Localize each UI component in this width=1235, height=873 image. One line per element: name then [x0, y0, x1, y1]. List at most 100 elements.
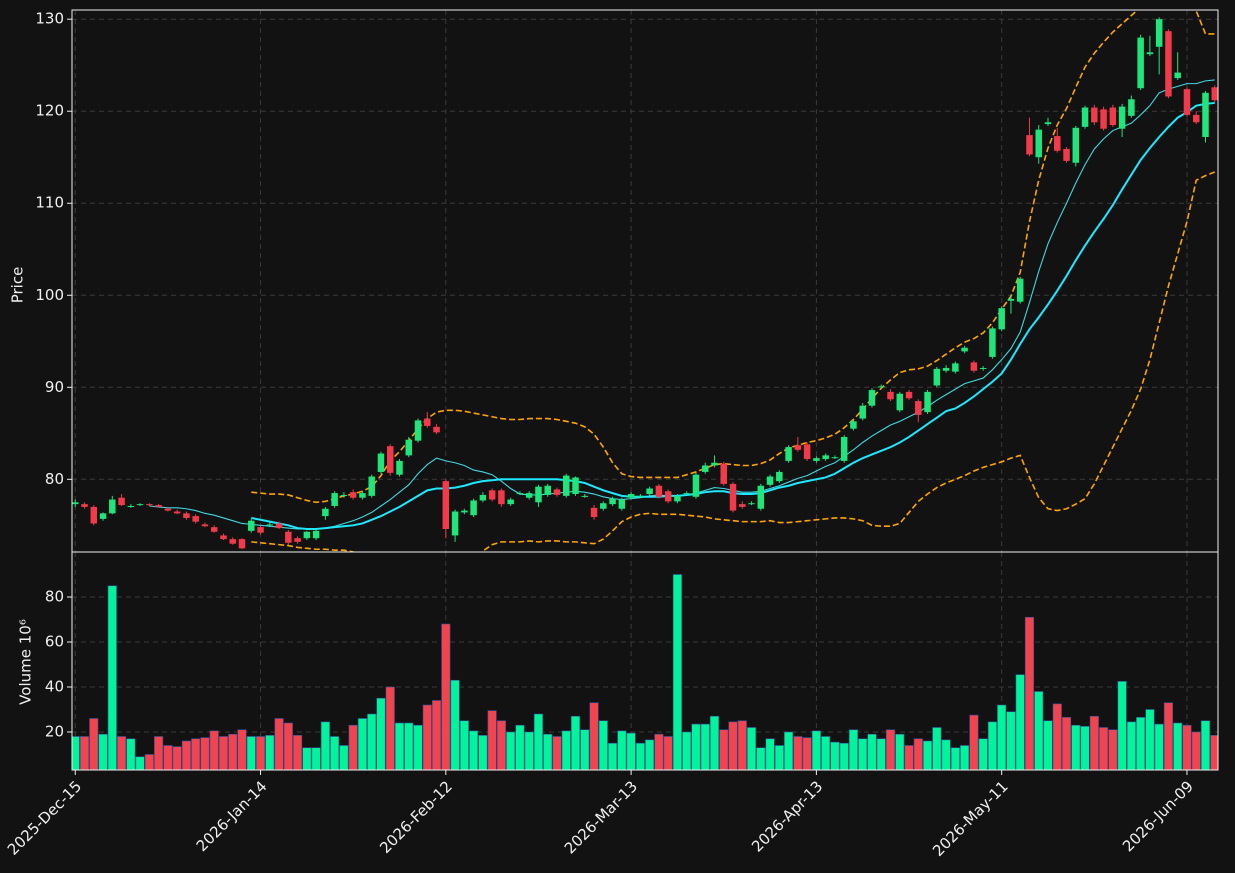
volume-bar — [478, 735, 488, 770]
candle-body — [488, 490, 496, 500]
volume-bar — [793, 736, 803, 770]
volume-bar — [802, 737, 812, 770]
candle-body — [720, 463, 727, 484]
volume-bar — [1145, 709, 1155, 770]
candle-body — [386, 446, 394, 473]
volume-bar — [413, 724, 423, 770]
candle-body — [164, 508, 172, 511]
candle-body — [516, 493, 524, 495]
price-panel — [72, 10, 1218, 552]
candle-body — [72, 502, 79, 505]
volume-bar — [431, 700, 442, 770]
volume-bar — [858, 738, 868, 770]
volume-bar — [1126, 721, 1136, 770]
volume-bar — [737, 720, 747, 770]
candle-body — [664, 491, 672, 502]
candle-body — [424, 418, 431, 426]
volume-bar — [709, 715, 720, 770]
candle-body — [1165, 31, 1172, 97]
volume-bar — [978, 738, 988, 770]
volume-bar — [404, 722, 414, 770]
volume-bar — [1043, 720, 1053, 770]
volume-bar — [969, 714, 979, 770]
candle-body — [813, 458, 820, 461]
candle-body — [1007, 298, 1015, 301]
candle-body — [1026, 135, 1033, 155]
candle-body — [201, 524, 209, 527]
candle-body — [544, 485, 551, 495]
candle-body — [498, 490, 505, 505]
candle-body — [924, 391, 931, 413]
volume-bar — [950, 747, 960, 770]
candle-body — [1146, 52, 1154, 55]
volume-bar — [746, 727, 757, 770]
candle-body — [377, 453, 385, 472]
candle-body — [470, 500, 477, 516]
volume-bar — [209, 730, 219, 770]
y-tick-label: 130 — [35, 10, 64, 28]
volume-bar — [1080, 726, 1090, 770]
volume-bar — [200, 737, 210, 770]
candle-body — [1054, 136, 1061, 151]
volume-bar — [330, 736, 340, 770]
candle-body — [831, 457, 839, 459]
candle-body — [683, 493, 690, 495]
volume-bar — [1006, 711, 1016, 770]
volume-panel — [72, 574, 1218, 770]
volume-bar — [385, 686, 395, 770]
volume-bar — [904, 745, 914, 770]
candle-body — [303, 531, 311, 539]
candle-body — [442, 481, 450, 529]
volume-bar — [496, 720, 506, 770]
volume-bar — [218, 736, 229, 770]
candle-body — [1202, 92, 1209, 137]
candle-body — [461, 510, 468, 513]
candle-body — [1044, 122, 1052, 125]
y-tick-label: 40 — [45, 677, 64, 695]
volume-bar — [191, 738, 201, 770]
candle-body — [1155, 19, 1163, 47]
volume-frame — [71, 551, 1219, 771]
candle-body — [1100, 109, 1107, 129]
candle-body — [961, 347, 968, 352]
candle-body — [701, 465, 709, 472]
volume-bar — [265, 735, 275, 770]
volume-bar — [274, 718, 284, 770]
candle-body — [1016, 278, 1024, 302]
volume-bar — [228, 733, 238, 770]
volume-bar — [1182, 724, 1192, 770]
candle-body — [711, 462, 718, 466]
candle-body — [155, 505, 162, 507]
candle-body — [979, 367, 987, 369]
candle-body — [294, 538, 301, 542]
volume-bar — [719, 729, 729, 770]
volume-bar — [376, 697, 386, 770]
volume-bar — [728, 721, 738, 770]
volume-bar — [469, 730, 479, 770]
candle-body — [1072, 127, 1080, 163]
candle-body — [572, 477, 579, 495]
volume-bar — [117, 736, 127, 770]
candle-body — [1109, 107, 1117, 126]
candle-body — [396, 460, 403, 475]
candle-body — [609, 498, 616, 505]
candle-body — [229, 539, 236, 544]
volume-bar — [626, 732, 636, 770]
volume-bar — [811, 730, 821, 770]
volume-bar — [1163, 702, 1173, 770]
volume-bar — [580, 729, 590, 770]
volume-bar — [932, 727, 942, 770]
volume-bar — [663, 736, 673, 770]
volume-bar — [1071, 724, 1081, 770]
volume-bar — [348, 724, 358, 770]
candle-body — [970, 362, 978, 371]
candle-body — [729, 483, 737, 511]
candle-body — [590, 507, 598, 518]
volume-bar — [1052, 703, 1062, 770]
candle-body — [896, 393, 904, 411]
candle-body — [757, 485, 765, 509]
candle-body — [1211, 87, 1218, 101]
candle-body — [340, 494, 348, 496]
